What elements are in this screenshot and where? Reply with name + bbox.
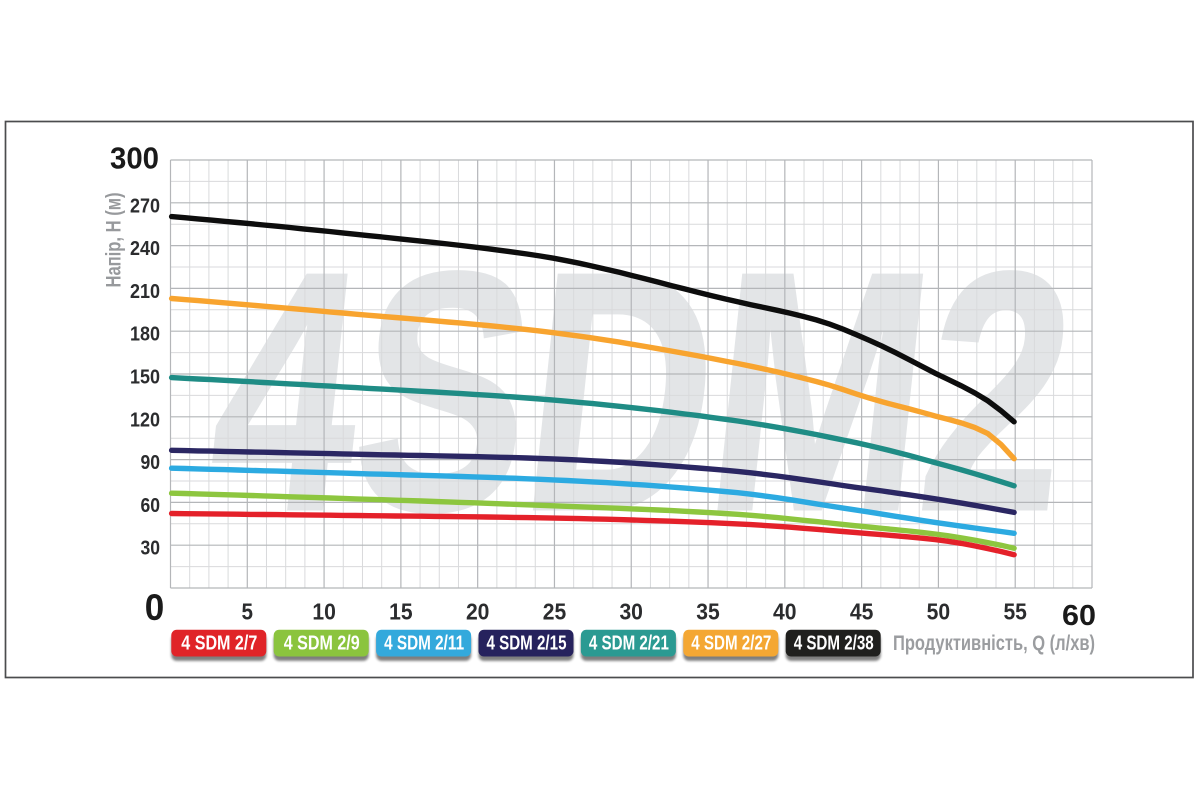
svg-text:10: 10: [312, 599, 336, 625]
svg-text:120: 120: [130, 408, 160, 431]
svg-text:Продуктивність, Q (л/хв): Продуктивність, Q (л/хв): [893, 632, 1095, 655]
svg-text:20: 20: [466, 599, 490, 625]
svg-text:270: 270: [130, 194, 160, 217]
svg-text:40: 40: [773, 599, 797, 625]
svg-text:0: 0: [145, 587, 165, 628]
svg-text:4SDM2: 4SDM2: [197, 202, 1089, 582]
svg-text:90: 90: [141, 451, 161, 474]
svg-text:60: 60: [1062, 600, 1096, 632]
svg-text:45: 45: [850, 599, 874, 625]
svg-text:4 SDM 2/21: 4 SDM 2/21: [589, 631, 669, 654]
svg-text:60: 60: [141, 494, 161, 517]
svg-text:300: 300: [110, 141, 159, 176]
svg-text:15: 15: [389, 599, 413, 625]
svg-text:35: 35: [696, 599, 720, 625]
svg-text:5: 5: [242, 599, 254, 625]
svg-text:Напір, Н (м): Напір, Н (м): [102, 193, 126, 288]
svg-text:30: 30: [619, 599, 643, 625]
svg-text:4 SDM 2/11: 4 SDM 2/11: [384, 631, 464, 654]
svg-text:4 SDM 2/7: 4 SDM 2/7: [181, 631, 257, 654]
svg-text:30: 30: [141, 537, 161, 560]
svg-text:25: 25: [543, 599, 567, 625]
svg-text:55: 55: [1003, 599, 1027, 625]
svg-text:180: 180: [130, 323, 160, 346]
svg-text:4 SDM 2/9: 4 SDM 2/9: [284, 631, 360, 654]
svg-text:150: 150: [130, 366, 160, 389]
svg-text:4 SDM 2/27: 4 SDM 2/27: [691, 631, 771, 654]
svg-text:240: 240: [130, 237, 160, 260]
svg-text:4 SDM 2/38: 4 SDM 2/38: [794, 631, 874, 654]
svg-text:50: 50: [927, 599, 951, 625]
svg-text:210: 210: [130, 280, 160, 303]
svg-text:4 SDM 2/15: 4 SDM 2/15: [487, 631, 567, 654]
